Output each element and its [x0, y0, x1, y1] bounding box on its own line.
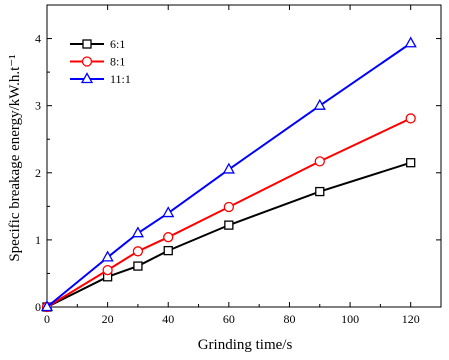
data-point: [405, 113, 416, 124]
legend-marker: [81, 56, 93, 67]
y-tick-label: 3: [35, 99, 41, 113]
x-axis-title: Grinding time/s: [198, 337, 293, 353]
data-point: [132, 246, 144, 257]
x-tick-label: 0: [44, 312, 50, 326]
y-axis-title: Specific breakage energy/kW.h.t⁻¹: [7, 54, 23, 261]
legend-entry: 6:1: [70, 37, 125, 51]
legend-label: 8:1: [110, 55, 125, 69]
y-tick-label: 2: [35, 166, 41, 180]
series-3: [40, 36, 417, 312]
data-point: [224, 220, 234, 230]
legend-entry: 11:1: [70, 72, 131, 86]
legend-label: 6:1: [110, 37, 125, 51]
data-point: [163, 232, 174, 243]
y-tick-label: 4: [35, 32, 41, 46]
data-point: [101, 250, 114, 262]
legend-marker: [80, 72, 94, 84]
series-1: [42, 158, 416, 312]
plot-frame: [46, 4, 442, 308]
data-point: [404, 36, 417, 48]
data-point: [133, 261, 143, 271]
data-point: [162, 206, 175, 218]
data-point: [223, 201, 234, 213]
data-point: [163, 245, 173, 256]
series-line: [46, 42, 412, 308]
series-2: [41, 113, 416, 313]
legend-label: 11:1: [110, 72, 131, 86]
x-tick-label: 20: [102, 312, 114, 326]
data-point: [406, 158, 416, 168]
axes: 0 20 40 60 80 100 120 0 1 2 3 4: [35, 4, 442, 326]
series-layer: [40, 36, 417, 313]
legend: 6:1 8:1 11:1: [70, 37, 131, 86]
y-tick-label: 0: [35, 300, 41, 314]
x-tick-label: 60: [223, 312, 235, 326]
data-point: [314, 156, 325, 167]
data-point: [102, 264, 113, 276]
x-tick-label: 120: [402, 312, 420, 326]
x-tick-label: 80: [283, 312, 295, 326]
data-point: [40, 300, 54, 312]
x-tick-label: 40: [162, 312, 174, 326]
data-point: [222, 162, 235, 174]
series-line: [46, 161, 411, 308]
data-point: [313, 98, 326, 110]
data-point: [131, 226, 145, 238]
legend-marker: [82, 39, 92, 49]
legend-entry: 8:1: [70, 55, 125, 69]
data-point: [315, 186, 325, 197]
y-tick-label: 1: [35, 233, 41, 247]
x-tick-label: 100: [341, 312, 359, 326]
